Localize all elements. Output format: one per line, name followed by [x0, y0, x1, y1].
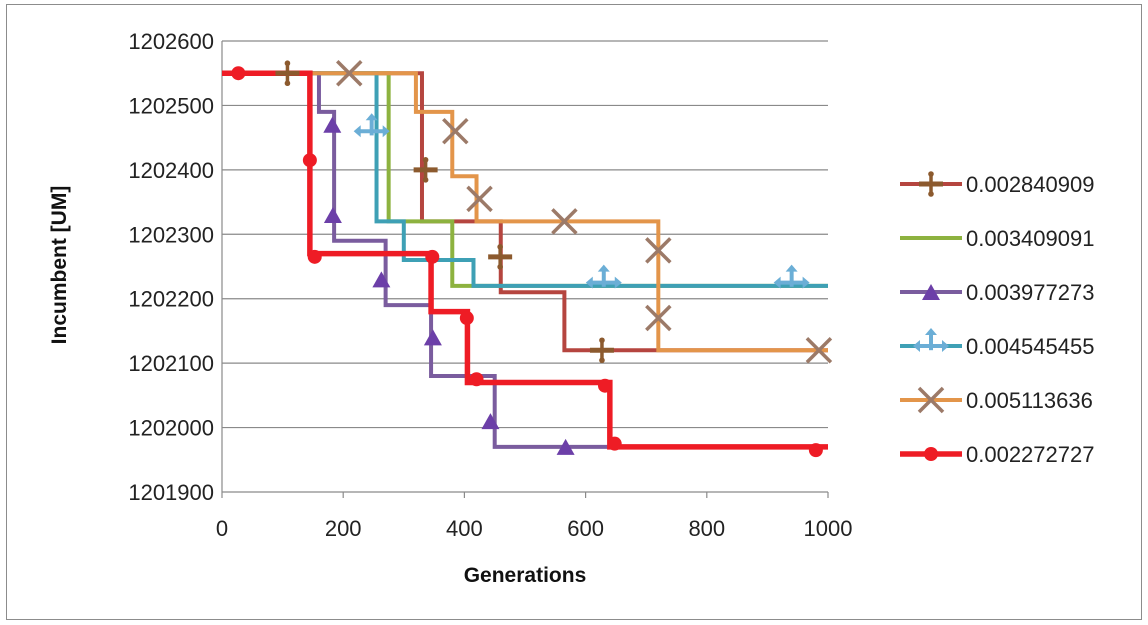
y-tick-label: 1202400 [128, 158, 214, 183]
x-tick-label: 1000 [804, 516, 853, 541]
triangle-marker [481, 413, 500, 430]
x-tick-label: 200 [325, 516, 362, 541]
circle-marker [307, 249, 322, 264]
circle-marker [425, 249, 440, 264]
circle-marker [808, 443, 823, 458]
x-tick-label: 600 [567, 516, 604, 541]
legend-label: 0.003977273 [966, 280, 1094, 305]
cross-arrows-marker [353, 113, 390, 138]
cross-arrows-marker [913, 328, 949, 352]
x-tick-label: 0 [216, 516, 228, 541]
legend: 0.002840909 0.003409091 0.003977273 0.00454… [900, 171, 1094, 467]
x-marker [645, 304, 672, 332]
x-marker [645, 237, 672, 264]
gridlines [221, 40, 829, 498]
triangle-marker [922, 284, 940, 300]
legend-item: 0.002840909 [900, 171, 1094, 197]
series-line [222, 71, 828, 353]
circle-marker [302, 153, 317, 168]
circle-marker [459, 311, 474, 326]
x-tick-label: 800 [688, 516, 725, 541]
triangle-marker [372, 271, 391, 288]
legend-label: 0.003409091 [966, 226, 1094, 251]
y-axis-title: Incumbent [UM] [48, 186, 71, 345]
x-marker [805, 337, 833, 364]
x-marker [336, 59, 363, 87]
y-tick-label: 1202300 [128, 222, 214, 247]
triangle-marker [323, 206, 342, 223]
circle-marker [231, 66, 246, 81]
legend-label: 0.005113636 [966, 388, 1093, 413]
triangle-marker [423, 329, 442, 346]
plus-marker [488, 244, 513, 270]
legend-item: 0.003409091 [900, 226, 1094, 251]
plus-marker [413, 157, 438, 183]
circle-marker [607, 436, 622, 451]
y-tick-label: 1202600 [128, 29, 214, 54]
circle-marker [597, 378, 612, 393]
x-marker [551, 208, 578, 235]
x-axis-title: Generations [464, 564, 587, 587]
x-marker [442, 117, 469, 145]
plus-marker [919, 171, 943, 197]
y-tick-label: 1202000 [128, 416, 214, 441]
legend-label: 0.004545455 [966, 334, 1094, 359]
legend-item: 0.005113636 [900, 386, 1093, 414]
y-tick-label: 1202100 [128, 351, 214, 376]
triangle-marker [323, 116, 342, 133]
plus-marker [275, 60, 300, 87]
series-line [222, 71, 828, 449]
plus-marker [589, 337, 614, 364]
series-markers [231, 59, 833, 458]
series-line [222, 71, 828, 353]
circle-marker [469, 372, 484, 387]
x-marker [466, 185, 493, 213]
x-tick-labels: 0 200 400 600 800 1000 [216, 516, 853, 541]
series-line [222, 71, 828, 288]
legend-item: 0.003977273 [900, 280, 1094, 305]
x-tick-label: 400 [446, 516, 483, 541]
x-marker [917, 386, 945, 414]
y-tick-labels: 1201900 1202000 1202100 1202200 1202300 12024… [128, 29, 214, 505]
chart-frame [6, 4, 1142, 620]
triangle-marker [556, 438, 575, 455]
legend-item: 0.004545455 [900, 328, 1094, 359]
cross-arrows-marker [585, 264, 622, 289]
circle-marker [924, 447, 938, 461]
y-tick-label: 1202200 [128, 287, 214, 312]
legend-item: 0.002272727 [900, 442, 1094, 467]
cross-arrows-marker [773, 264, 810, 289]
y-tick-label: 1201900 [128, 480, 214, 505]
y-tick-label: 1202500 [128, 93, 214, 118]
legend-label: 0.002840909 [966, 172, 1094, 197]
legend-label: 0.002272727 [966, 442, 1094, 467]
